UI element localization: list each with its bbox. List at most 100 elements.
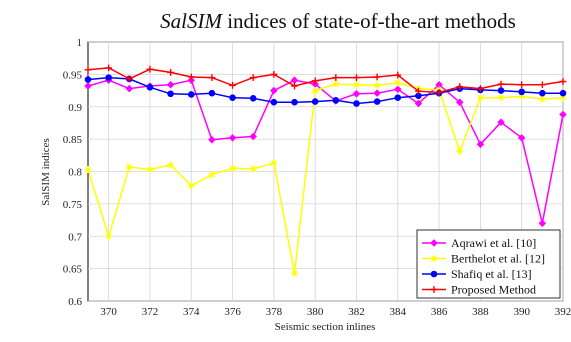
data-point (228, 134, 237, 142)
data-point (518, 88, 525, 96)
data-point (311, 87, 319, 94)
data-point (105, 64, 113, 72)
data-point (353, 100, 360, 107)
data-point (229, 94, 236, 101)
data-point (394, 79, 402, 87)
data-point (539, 89, 546, 97)
data-point (332, 80, 340, 88)
data-point (187, 73, 195, 81)
data-point (167, 90, 174, 98)
data-point (394, 85, 402, 94)
data-point (249, 165, 257, 173)
legend-marker (430, 239, 438, 247)
data-point (538, 219, 547, 228)
data-point (559, 110, 567, 119)
data-point (146, 166, 154, 173)
data-point (125, 163, 133, 171)
data-point (187, 182, 195, 190)
data-point (270, 159, 278, 167)
data-point (559, 94, 567, 102)
data-point (146, 84, 154, 91)
chart-title-rest: indices of state-of-the-art methods (222, 9, 516, 33)
data-point (229, 81, 236, 89)
y-tick-label: 0.8 (68, 167, 82, 179)
data-point (270, 86, 278, 95)
chart-title: SalSIM indices of state-of-the-art metho… (160, 9, 516, 33)
data-point (167, 69, 175, 76)
x-tick-label: 378 (266, 306, 283, 318)
data-point (497, 118, 505, 127)
data-point (373, 73, 381, 81)
x-tick-label: 388 (472, 306, 489, 318)
x-tick-label: 372 (142, 306, 159, 318)
data-point (291, 269, 298, 277)
series-line (87, 67, 564, 94)
x-tick-label: 382 (348, 306, 365, 318)
data-point (291, 98, 298, 106)
data-point (332, 74, 340, 82)
data-point (166, 80, 175, 89)
data-point (456, 148, 464, 155)
x-tick-label: 370 (100, 306, 117, 318)
data-point (167, 161, 175, 169)
data-point (208, 171, 216, 179)
data-point (105, 232, 113, 240)
data-point (456, 83, 464, 91)
data-point (105, 74, 112, 81)
data-point (435, 89, 443, 96)
x-tick-label: 386 (431, 306, 448, 318)
data-point (249, 74, 257, 82)
y-tick-label: 0.7 (68, 231, 82, 243)
data-point (84, 66, 92, 74)
y-tick-label: 0.65 (63, 264, 83, 276)
x-axis-label: Seismic section inlines (275, 321, 376, 333)
series-proposed-method (84, 64, 567, 96)
data-point (125, 75, 133, 83)
series-aqrawi-et-al-10 (84, 76, 567, 228)
legend: Aqrawi et al. [10] Berthelot et al. [12]S… (416, 229, 561, 299)
legend-label: Aqrawi et al. [10] (451, 236, 536, 250)
y-axis-label: SalSIM indices (40, 138, 52, 206)
y-tick-label: 1 (77, 37, 83, 49)
tick-layer: 0.6 0.65 0.7 0.75 0.8 0.85 0.9 0.95 1 370 372 374 37… (63, 37, 571, 318)
data-point (455, 98, 464, 106)
data-point (208, 89, 216, 97)
legend-label: Shafiq et al. [13] (451, 267, 532, 281)
legend-marker (430, 255, 438, 262)
data-point (538, 95, 546, 103)
series-berthelot-et-al-12 (84, 79, 567, 277)
data-point (415, 87, 422, 95)
x-tick-label: 384 (390, 306, 407, 318)
data-point (538, 81, 546, 89)
data-point (84, 76, 92, 83)
data-point (146, 65, 154, 73)
data-point (517, 134, 526, 142)
data-point (559, 89, 567, 97)
legend-marker (430, 270, 438, 278)
y-tick-label: 0.95 (63, 69, 83, 81)
data-point (373, 81, 381, 89)
y-tick-label: 0.75 (63, 199, 83, 211)
legend-box (416, 229, 561, 299)
grid-layer (88, 41, 564, 302)
x-tick-label: 376 (224, 306, 241, 318)
data-point (476, 94, 484, 102)
data-point (394, 94, 402, 101)
data-point (518, 92, 526, 100)
data-point (476, 85, 484, 93)
data-point (311, 98, 319, 105)
y-tick-label: 0.85 (63, 134, 83, 146)
series-layer (84, 64, 567, 277)
data-point (187, 91, 195, 98)
legend-marker (430, 286, 438, 293)
x-tick-label: 374 (183, 306, 200, 318)
chart-title-italic: SalSIM (160, 9, 223, 33)
data-point (229, 164, 236, 172)
data-point (311, 77, 319, 85)
y-tick-label: 0.6 (68, 296, 82, 308)
data-point (84, 82, 92, 90)
x-tick-label: 380 (307, 306, 324, 318)
data-point (291, 82, 298, 90)
